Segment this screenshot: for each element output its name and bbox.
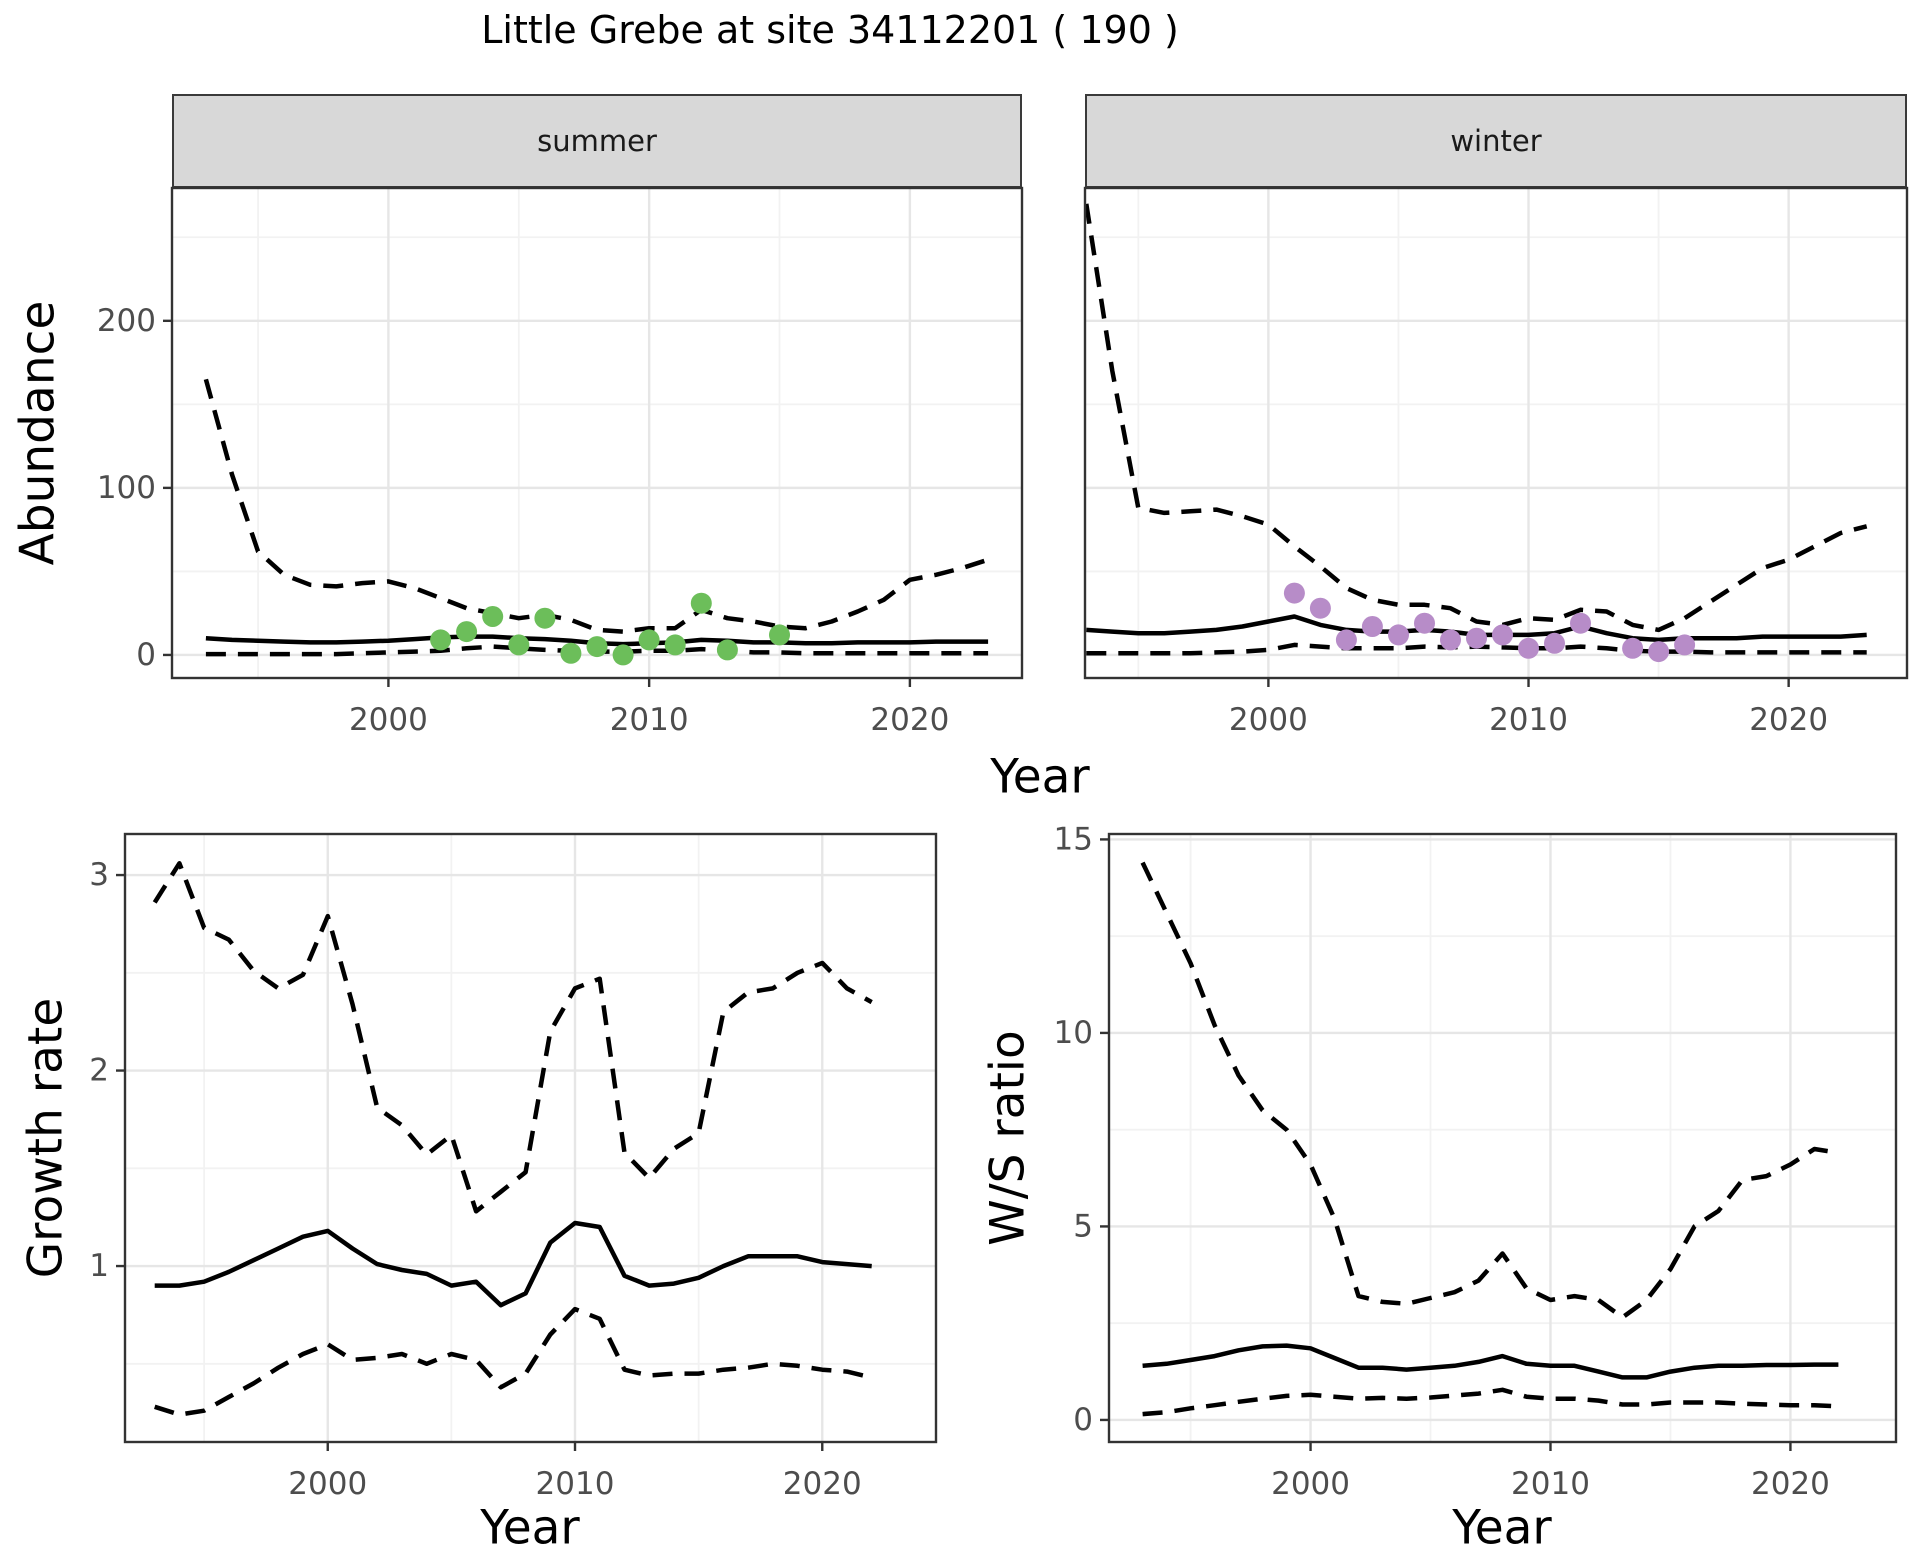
- x-tick-label: 2020: [783, 1466, 862, 1502]
- observed-point: [586, 636, 608, 658]
- observed-point: [638, 629, 660, 651]
- series-upper_ci-dashed: [1140, 861, 1839, 1320]
- x-tick-label: 2010: [536, 1466, 615, 1502]
- y-tick-label: 15: [1054, 821, 1093, 857]
- x-tick-label: 2020: [870, 702, 949, 738]
- x-tick-label: 2010: [1511, 1466, 1590, 1502]
- x-tick-label: 2010: [610, 702, 689, 738]
- panel-border: [170, 186, 1024, 680]
- observed-point: [508, 634, 530, 656]
- facet-strip-winter-label: winter: [1450, 124, 1542, 158]
- x-tick-label: 2020: [1749, 702, 1828, 738]
- panel-abundance_winter: 2000 2010 2020: [1083, 186, 1909, 738]
- panel-ws_ratio: 2000 2010 2020 0 5 10 15: [1054, 821, 1898, 1502]
- y-axis-title-ws-ratio: W/S ratio: [980, 1030, 1036, 1246]
- observed-point: [1361, 616, 1383, 637]
- series-upper_ci-dashed: [1084, 203, 1868, 633]
- observed-point: [482, 606, 504, 627]
- y-axis-title-abundance: Abundance: [10, 300, 66, 566]
- panel-abundance_summer: 2000 2010 2020 0 100 200: [97, 186, 1024, 738]
- series-upper_ci-dashed: [203, 378, 989, 634]
- panel-border: [123, 832, 938, 1444]
- x-tick-label: 2000: [288, 1466, 367, 1502]
- x-tick-label: 2000: [1271, 1466, 1350, 1502]
- observed-point: [430, 629, 452, 651]
- y-tick-label: 0: [1073, 1402, 1093, 1438]
- observed-point: [716, 639, 738, 661]
- y-tick-label: 200: [97, 303, 156, 339]
- y-tick-label: 1: [89, 1248, 109, 1284]
- observed-point: [769, 624, 790, 646]
- observed-point: [1570, 612, 1591, 634]
- observed-point: [1492, 624, 1513, 646]
- observed-point: [560, 642, 582, 664]
- series-estimate-solid: [154, 1220, 872, 1308]
- y-tick-label: 0: [136, 637, 156, 673]
- x-tick-label: 2010: [1489, 702, 1568, 738]
- y-tick-label: 2: [89, 1053, 109, 1089]
- facet-strip-winter: winter: [1085, 94, 1907, 188]
- series-upper_ci-dashed: [152, 861, 873, 1214]
- y-tick-label: 100: [97, 470, 156, 506]
- observed-point: [1283, 582, 1305, 604]
- observed-point: [1466, 627, 1487, 649]
- panel-border: [1107, 832, 1898, 1444]
- observed-point: [690, 592, 712, 614]
- panel-growth_rate: 2000 2010 2020 1 2 3: [89, 832, 938, 1502]
- observed-point: [456, 621, 478, 643]
- series-lower_ci-dashed: [154, 1306, 873, 1417]
- facet-strip-summer-label: summer: [537, 124, 657, 158]
- observed-point: [1335, 629, 1357, 651]
- x-axis-title-ws-year: Year: [1452, 1500, 1552, 1556]
- observed-point: [1648, 641, 1670, 663]
- observed-point: [1440, 629, 1461, 651]
- x-tick-label: 2000: [1229, 702, 1308, 738]
- y-tick-label: 3: [89, 857, 109, 893]
- x-tick-label: 2000: [349, 702, 428, 738]
- observed-point: [612, 644, 634, 666]
- x-axis-title-shared-year: Year: [990, 749, 1090, 805]
- series-lower_ci-dashed: [1142, 1387, 1839, 1417]
- x-tick-label: 2020: [1751, 1466, 1830, 1502]
- facet-strip-summer: summer: [172, 94, 1022, 188]
- x-axis-title-growth-year: Year: [480, 1500, 580, 1556]
- series-estimate-solid: [1142, 1343, 1839, 1380]
- observed-point: [1414, 612, 1435, 634]
- observed-point: [534, 607, 556, 629]
- y-axis-title-growth-rate: Growth rate: [18, 997, 74, 1279]
- observed-point: [1388, 624, 1409, 646]
- panel-border: [1083, 186, 1909, 680]
- y-tick-label: 5: [1073, 1208, 1093, 1244]
- y-tick-label: 10: [1054, 1015, 1093, 1051]
- observed-point: [664, 634, 686, 656]
- figure-title: Little Grebe at site 34112201 ( 190 ): [481, 8, 1179, 52]
- observed-point: [1674, 634, 1696, 656]
- observed-point: [1544, 632, 1565, 654]
- observed-point: [1309, 597, 1331, 619]
- observed-point: [1518, 637, 1539, 659]
- observed-point: [1622, 637, 1644, 659]
